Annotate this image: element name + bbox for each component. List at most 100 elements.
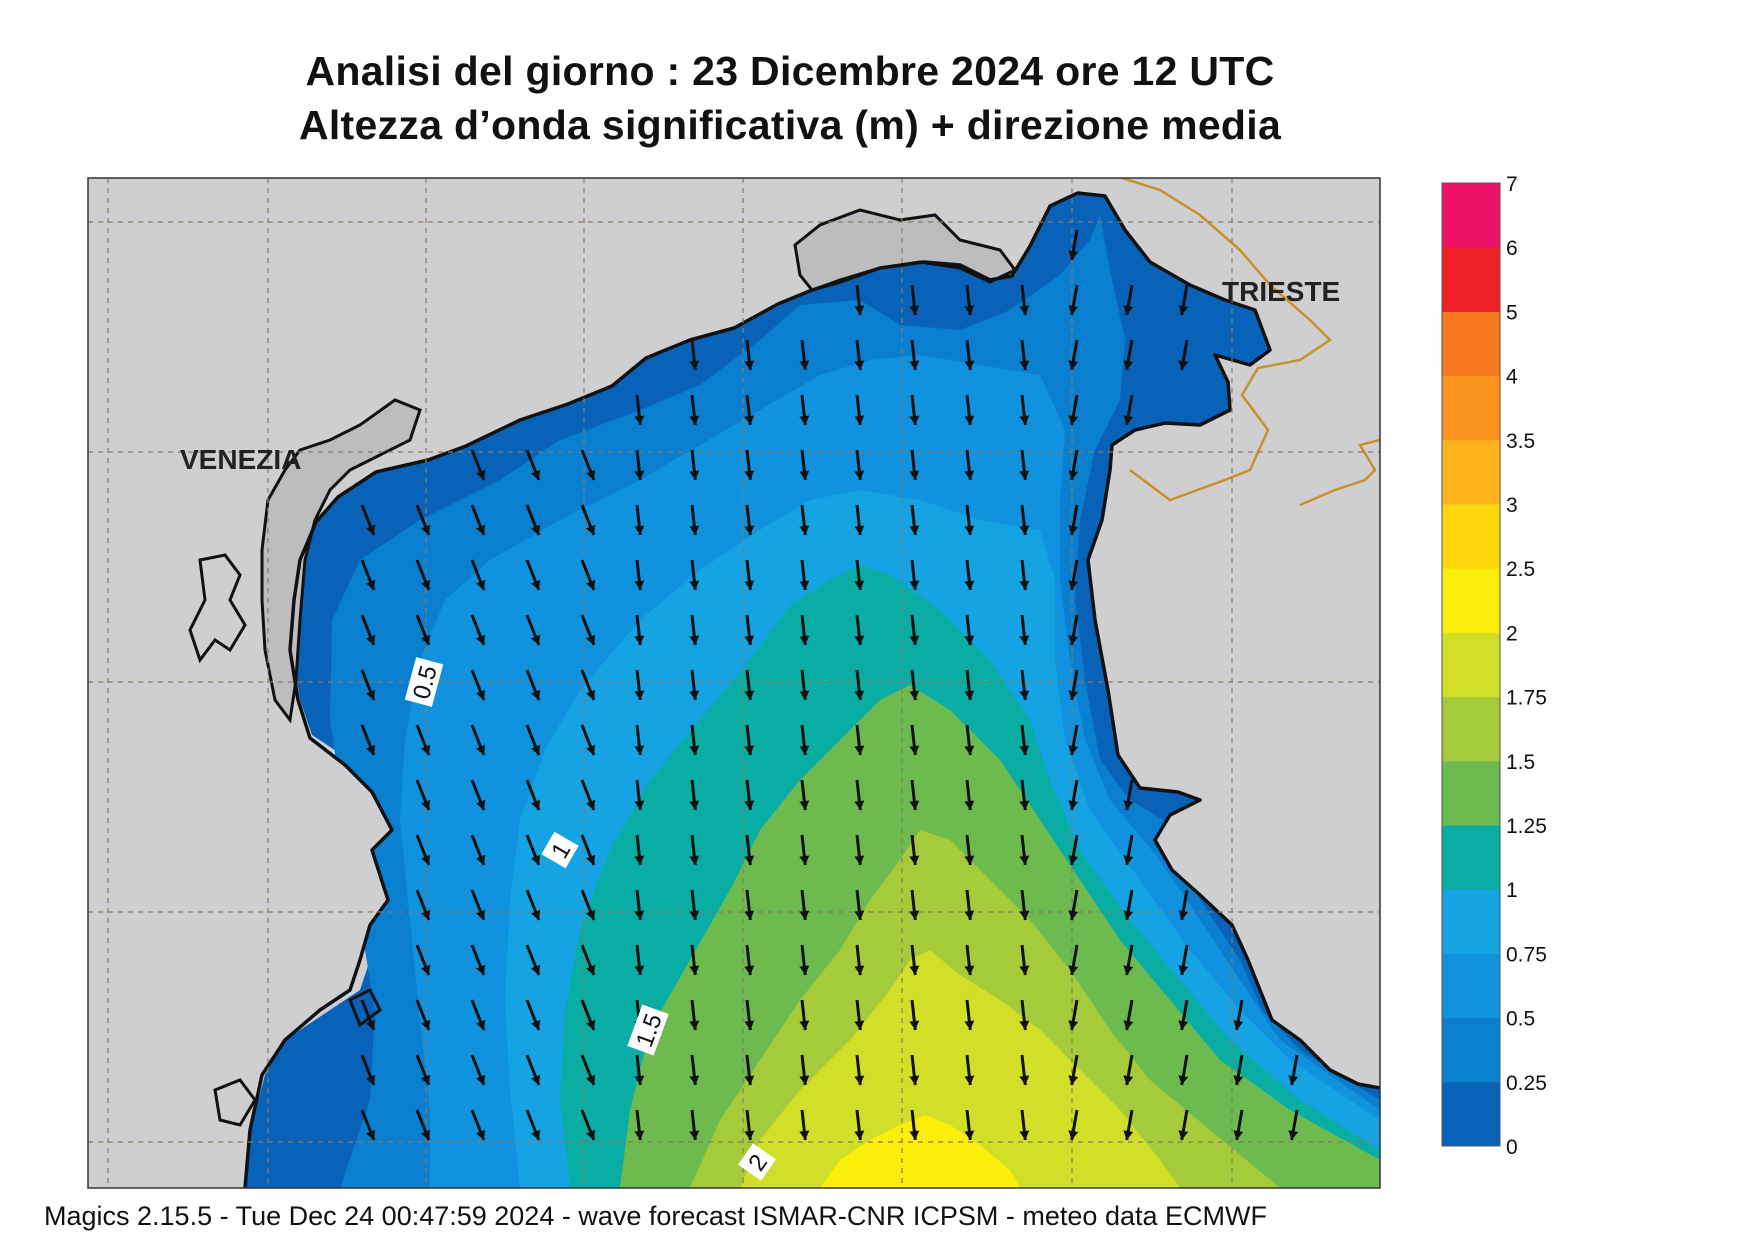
direction-arrowhead bbox=[909, 525, 920, 535]
direction-arrowhead bbox=[744, 525, 755, 535]
direction-arrowhead bbox=[1123, 965, 1134, 975]
direction-arrowhead bbox=[1068, 305, 1079, 315]
direction-arrowhead bbox=[854, 910, 865, 920]
legend-swatch bbox=[1442, 375, 1500, 441]
direction-arrowhead bbox=[475, 854, 486, 865]
place-label-venezia: VENEZIA bbox=[180, 444, 301, 475]
legend-level-label: 2 bbox=[1506, 622, 1518, 645]
map-frame bbox=[87, 177, 1381, 1189]
legend-level-label: 2.5 bbox=[1506, 558, 1535, 581]
direction-arrowhead bbox=[909, 635, 920, 645]
direction-arrowhead bbox=[689, 910, 700, 920]
direction-arrowhead bbox=[530, 744, 541, 755]
title-line-1: Analisi del giorno : 23 Dicembre 2024 or… bbox=[305, 48, 1275, 94]
direction-arrowhead bbox=[909, 690, 920, 700]
direction-arrowhead bbox=[799, 965, 810, 975]
direction-arrowhead bbox=[1178, 910, 1189, 920]
direction-arrowhead bbox=[1068, 360, 1079, 370]
legend-swatch bbox=[1442, 311, 1500, 377]
direction-arrowhead bbox=[1019, 1130, 1030, 1140]
direction-arrowhead bbox=[744, 1130, 755, 1140]
direction-arrowhead bbox=[909, 745, 920, 755]
direction-arrowhead bbox=[799, 470, 810, 480]
direction-arrowhead bbox=[420, 1129, 431, 1140]
legend-level-label: 1.25 bbox=[1506, 815, 1547, 838]
direction-arrowhead bbox=[1019, 470, 1030, 480]
direction-arrowhead bbox=[1178, 305, 1189, 315]
direction-arrowhead bbox=[1068, 690, 1079, 700]
direction-arrowhead bbox=[854, 415, 865, 425]
direction-arrowhead bbox=[964, 910, 975, 920]
legend-swatch bbox=[1442, 953, 1500, 1019]
direction-arrowhead bbox=[1178, 1075, 1189, 1085]
direction-arrowhead bbox=[799, 800, 810, 810]
direction-arrowhead bbox=[909, 1075, 920, 1085]
direction-arrowhead bbox=[689, 635, 700, 645]
contour-label-0.5: 0.5 bbox=[404, 657, 444, 707]
direction-arrowhead bbox=[689, 470, 700, 480]
direction-arrowhead bbox=[909, 1020, 920, 1030]
direction-arrowhead bbox=[689, 1020, 700, 1030]
direction-arrowhead bbox=[1019, 855, 1030, 865]
direction-arrowhead bbox=[1233, 1075, 1244, 1085]
legend-swatch bbox=[1442, 183, 1500, 248]
direction-arrowhead bbox=[799, 580, 810, 590]
direction-arrowhead bbox=[634, 635, 645, 645]
direction-arrowhead bbox=[1019, 745, 1030, 755]
direction-arrowhead bbox=[854, 855, 865, 865]
direction-arrowhead bbox=[634, 910, 645, 920]
direction-arrowhead bbox=[1123, 360, 1134, 370]
direction-arrowhead bbox=[964, 305, 975, 315]
direction-arrowhead bbox=[530, 1074, 541, 1085]
direction-arrowhead bbox=[799, 1130, 810, 1140]
direction-arrowhead bbox=[420, 799, 431, 810]
direction-arrowhead bbox=[530, 634, 541, 645]
direction-arrowhead bbox=[744, 1020, 755, 1030]
direction-arrowhead bbox=[909, 910, 920, 920]
direction-arrowhead bbox=[854, 745, 865, 755]
direction-arrowhead bbox=[1068, 470, 1079, 480]
direction-arrowhead bbox=[689, 415, 700, 425]
direction-arrowhead bbox=[1068, 800, 1079, 810]
direction-arrowhead bbox=[475, 689, 486, 700]
direction-arrowhead bbox=[909, 415, 920, 425]
direction-arrowhead bbox=[634, 470, 645, 480]
direction-arrowhead bbox=[634, 855, 645, 865]
direction-arrowhead bbox=[964, 525, 975, 535]
direction-arrowhead bbox=[689, 360, 700, 370]
coastline bbox=[243, 191, 1380, 1188]
direction-arrowhead bbox=[1123, 910, 1134, 920]
direction-arrowhead bbox=[585, 634, 596, 645]
direction-arrowhead bbox=[799, 635, 810, 645]
wave-height-legend: 0 0.25 0.5 0.75 1 1.25 1.5 1.75 2 2.5 3 3.5 4 5 6 7 bbox=[1441, 173, 1547, 1159]
direction-arrowhead bbox=[1019, 305, 1030, 315]
legend-swatch bbox=[1442, 504, 1500, 569]
direction-arrowhead bbox=[1288, 1130, 1299, 1140]
direction-arrowhead bbox=[585, 689, 596, 700]
direction-arrowhead bbox=[964, 1075, 975, 1085]
direction-arrowhead bbox=[1123, 1075, 1134, 1085]
direction-arrowhead bbox=[1178, 360, 1189, 370]
direction-arrowhead bbox=[854, 635, 865, 645]
footer-credits: Magics 2.15.5 - Tue Dec 24 00:47:59 2024… bbox=[44, 1201, 1267, 1231]
direction-arrowhead bbox=[420, 744, 431, 755]
legend-swatch bbox=[1442, 1017, 1500, 1083]
direction-arrowhead bbox=[909, 1130, 920, 1140]
direction-arrowhead bbox=[799, 855, 810, 865]
direction-arrowhead bbox=[1178, 1020, 1189, 1030]
direction-arrowhead bbox=[854, 1020, 865, 1030]
direction-arrowhead bbox=[585, 854, 596, 865]
land-east bbox=[1088, 178, 1380, 1088]
direction-arrowhead bbox=[1068, 1020, 1079, 1030]
direction-arrowhead bbox=[365, 1129, 376, 1140]
legend-level-label: 0.5 bbox=[1506, 1008, 1535, 1031]
direction-arrowhead bbox=[744, 745, 755, 755]
direction-arrowhead bbox=[634, 745, 645, 755]
direction-arrowhead bbox=[530, 524, 541, 535]
direction-arrowhead bbox=[909, 470, 920, 480]
direction-arrowhead bbox=[689, 855, 700, 865]
direction-arrowhead bbox=[475, 1074, 486, 1085]
direction-arrowhead bbox=[964, 855, 975, 865]
direction-arrowhead bbox=[799, 1075, 810, 1085]
legend-swatch bbox=[1442, 696, 1500, 762]
